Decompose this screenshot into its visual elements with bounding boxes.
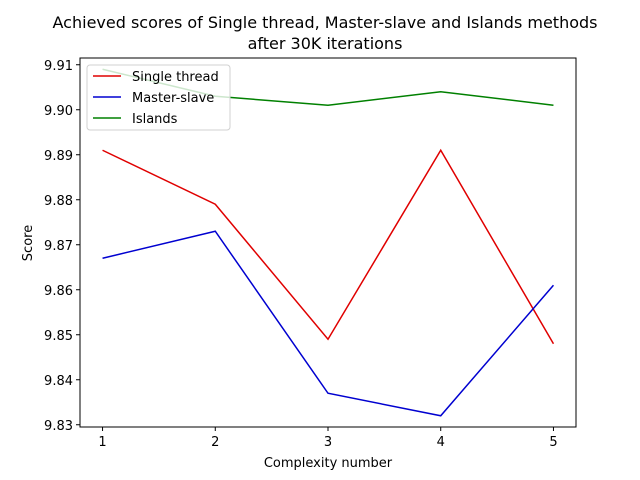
x-tick-label: 5 (549, 435, 557, 450)
legend: Single thread Master-slave Islands (86, 64, 231, 131)
legend-label-single-thread: Single thread (132, 70, 219, 85)
y-tick-label: 9.86 (44, 284, 73, 299)
y-tick-label: 9.85 (44, 329, 73, 344)
legend-box (86, 64, 231, 131)
x-tick-label: 4 (437, 435, 445, 450)
plot-area: 1 2 3 4 5 9.83 9.84 9.85 9.86 9.87 9.88 9.89 9.90 9.9… (44, 57, 577, 450)
y-tick-label: 9.91 (44, 59, 73, 74)
chart-title-line-2: after 30K iterations (248, 34, 403, 53)
y-tick-label: 9.88 (44, 194, 73, 209)
x-axis-label: Complexity number (264, 456, 393, 471)
series-line-single-thread (102, 148, 555, 345)
x-tick-label: 2 (211, 435, 219, 450)
legend-label-islands: Islands (132, 112, 178, 127)
series-line-master-slave (102, 230, 555, 417)
legend-label-master-slave: Master-slave (132, 91, 214, 106)
x-tick-label: 3 (324, 435, 332, 450)
y-tick-label: 9.83 (44, 419, 73, 434)
y-tick-label: 9.87 (44, 239, 73, 254)
y-axis-label: Score (21, 225, 36, 261)
y-tick-label: 9.84 (44, 374, 73, 389)
x-tick-label: 1 (98, 435, 106, 450)
y-tick-label: 9.90 (44, 104, 73, 119)
chart-title-line-1: Achieved scores of Single thread, Master… (53, 13, 598, 32)
y-tick-label: 9.89 (44, 149, 73, 164)
